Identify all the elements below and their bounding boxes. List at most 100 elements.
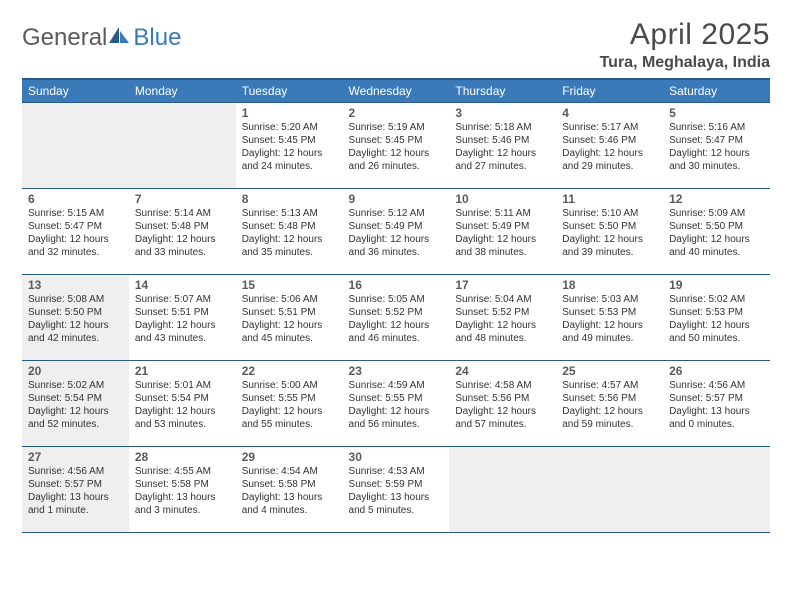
day-details: Sunrise: 5:20 AMSunset: 5:45 PMDaylight:… <box>242 121 337 173</box>
day-header: Tuesday <box>236 79 343 103</box>
logo-word-general: General <box>22 24 107 52</box>
sunrise-text: Sunrise: 5:13 AM <box>242 207 337 220</box>
calendar-cell: 6Sunrise: 5:15 AMSunset: 5:47 PMDaylight… <box>22 189 129 275</box>
sunrise-text: Sunrise: 5:02 AM <box>669 293 764 306</box>
day-number: 17 <box>455 278 550 292</box>
day-number: 27 <box>28 450 123 464</box>
day-details: Sunrise: 5:03 AMSunset: 5:53 PMDaylight:… <box>562 293 657 345</box>
calendar-cell: 3Sunrise: 5:18 AMSunset: 5:46 PMDaylight… <box>449 103 556 189</box>
daylight-text: Daylight: 12 hours and 38 minutes. <box>455 233 550 259</box>
calendar-cell: 13Sunrise: 5:08 AMSunset: 5:50 PMDayligh… <box>22 275 129 361</box>
sunrise-text: Sunrise: 5:19 AM <box>349 121 444 134</box>
day-details: Sunrise: 5:11 AMSunset: 5:49 PMDaylight:… <box>455 207 550 259</box>
day-header: Monday <box>129 79 236 103</box>
day-details: Sunrise: 4:58 AMSunset: 5:56 PMDaylight:… <box>455 379 550 431</box>
daylight-text: Daylight: 12 hours and 35 minutes. <box>242 233 337 259</box>
calendar-cell: 8Sunrise: 5:13 AMSunset: 5:48 PMDaylight… <box>236 189 343 275</box>
day-header: Sunday <box>22 79 129 103</box>
sunset-text: Sunset: 5:51 PM <box>135 306 230 319</box>
day-number: 23 <box>349 364 444 378</box>
sunset-text: Sunset: 5:59 PM <box>349 478 444 491</box>
day-details: Sunrise: 4:59 AMSunset: 5:55 PMDaylight:… <box>349 379 444 431</box>
sunrise-text: Sunrise: 5:11 AM <box>455 207 550 220</box>
day-number: 15 <box>242 278 337 292</box>
daylight-text: Daylight: 12 hours and 55 minutes. <box>242 405 337 431</box>
day-details: Sunrise: 4:55 AMSunset: 5:58 PMDaylight:… <box>135 465 230 517</box>
sunrise-text: Sunrise: 4:53 AM <box>349 465 444 478</box>
calendar-week-row: 6Sunrise: 5:15 AMSunset: 5:47 PMDaylight… <box>22 189 770 275</box>
logo-word-blue: Blue <box>133 24 181 52</box>
day-number: 10 <box>455 192 550 206</box>
day-details: Sunrise: 5:19 AMSunset: 5:45 PMDaylight:… <box>349 121 444 173</box>
day-number: 12 <box>669 192 764 206</box>
sunset-text: Sunset: 5:45 PM <box>242 134 337 147</box>
day-number: 13 <box>28 278 123 292</box>
sunset-text: Sunset: 5:50 PM <box>562 220 657 233</box>
day-details: Sunrise: 5:02 AMSunset: 5:53 PMDaylight:… <box>669 293 764 345</box>
daylight-text: Daylight: 12 hours and 30 minutes. <box>669 147 764 173</box>
daylight-text: Daylight: 13 hours and 3 minutes. <box>135 491 230 517</box>
sunrise-text: Sunrise: 4:57 AM <box>562 379 657 392</box>
day-details: Sunrise: 5:10 AMSunset: 5:50 PMDaylight:… <box>562 207 657 259</box>
sunrise-text: Sunrise: 5:08 AM <box>28 293 123 306</box>
sunset-text: Sunset: 5:56 PM <box>455 392 550 405</box>
day-number: 22 <box>242 364 337 378</box>
day-number: 4 <box>562 106 657 120</box>
calendar-cell: 27Sunrise: 4:56 AMSunset: 5:57 PMDayligh… <box>22 447 129 533</box>
day-details: Sunrise: 5:08 AMSunset: 5:50 PMDaylight:… <box>28 293 123 345</box>
sunrise-text: Sunrise: 5:01 AM <box>135 379 230 392</box>
calendar-week-row: 27Sunrise: 4:56 AMSunset: 5:57 PMDayligh… <box>22 447 770 533</box>
sunrise-text: Sunrise: 5:09 AM <box>669 207 764 220</box>
sunset-text: Sunset: 5:48 PM <box>242 220 337 233</box>
calendar-cell: 10Sunrise: 5:11 AMSunset: 5:49 PMDayligh… <box>449 189 556 275</box>
day-details: Sunrise: 4:54 AMSunset: 5:58 PMDaylight:… <box>242 465 337 517</box>
calendar-cell: 4Sunrise: 5:17 AMSunset: 5:46 PMDaylight… <box>556 103 663 189</box>
sunrise-text: Sunrise: 4:58 AM <box>455 379 550 392</box>
sunset-text: Sunset: 5:46 PM <box>562 134 657 147</box>
daylight-text: Daylight: 12 hours and 36 minutes. <box>349 233 444 259</box>
day-number: 9 <box>349 192 444 206</box>
calendar-cell: 15Sunrise: 5:06 AMSunset: 5:51 PMDayligh… <box>236 275 343 361</box>
daylight-text: Daylight: 13 hours and 0 minutes. <box>669 405 764 431</box>
sunset-text: Sunset: 5:51 PM <box>242 306 337 319</box>
title-block: April 2025 Tura, Meghalaya, India <box>600 18 770 72</box>
daylight-text: Daylight: 12 hours and 49 minutes. <box>562 319 657 345</box>
calendar-cell: 14Sunrise: 5:07 AMSunset: 5:51 PMDayligh… <box>129 275 236 361</box>
sunset-text: Sunset: 5:49 PM <box>349 220 444 233</box>
day-details: Sunrise: 5:14 AMSunset: 5:48 PMDaylight:… <box>135 207 230 259</box>
sunset-text: Sunset: 5:55 PM <box>349 392 444 405</box>
daylight-text: Daylight: 13 hours and 5 minutes. <box>349 491 444 517</box>
day-number: 18 <box>562 278 657 292</box>
sunrise-text: Sunrise: 5:16 AM <box>669 121 764 134</box>
day-number: 1 <box>242 106 337 120</box>
day-details: Sunrise: 5:15 AMSunset: 5:47 PMDaylight:… <box>28 207 123 259</box>
sunrise-text: Sunrise: 5:05 AM <box>349 293 444 306</box>
day-details: Sunrise: 5:18 AMSunset: 5:46 PMDaylight:… <box>455 121 550 173</box>
day-details: Sunrise: 4:56 AMSunset: 5:57 PMDaylight:… <box>28 465 123 517</box>
sunset-text: Sunset: 5:58 PM <box>135 478 230 491</box>
calendar-cell <box>22 103 129 189</box>
sunrise-text: Sunrise: 5:17 AM <box>562 121 657 134</box>
calendar-week-row: 13Sunrise: 5:08 AMSunset: 5:50 PMDayligh… <box>22 275 770 361</box>
sunrise-text: Sunrise: 5:20 AM <box>242 121 337 134</box>
day-header: Thursday <box>449 79 556 103</box>
sunset-text: Sunset: 5:49 PM <box>455 220 550 233</box>
sunrise-text: Sunrise: 5:18 AM <box>455 121 550 134</box>
daylight-text: Daylight: 12 hours and 29 minutes. <box>562 147 657 173</box>
sunset-text: Sunset: 5:55 PM <box>242 392 337 405</box>
day-header: Saturday <box>663 79 770 103</box>
calendar-cell <box>663 447 770 533</box>
day-number: 25 <box>562 364 657 378</box>
day-number: 2 <box>349 106 444 120</box>
sunrise-text: Sunrise: 5:12 AM <box>349 207 444 220</box>
day-number: 26 <box>669 364 764 378</box>
day-number: 6 <box>28 192 123 206</box>
sunset-text: Sunset: 5:46 PM <box>455 134 550 147</box>
daylight-text: Daylight: 12 hours and 40 minutes. <box>669 233 764 259</box>
sunset-text: Sunset: 5:48 PM <box>135 220 230 233</box>
calendar-cell: 19Sunrise: 5:02 AMSunset: 5:53 PMDayligh… <box>663 275 770 361</box>
calendar-week-row: 1Sunrise: 5:20 AMSunset: 5:45 PMDaylight… <box>22 103 770 189</box>
day-header-row: Sunday Monday Tuesday Wednesday Thursday… <box>22 79 770 103</box>
calendar-cell: 11Sunrise: 5:10 AMSunset: 5:50 PMDayligh… <box>556 189 663 275</box>
day-details: Sunrise: 5:04 AMSunset: 5:52 PMDaylight:… <box>455 293 550 345</box>
